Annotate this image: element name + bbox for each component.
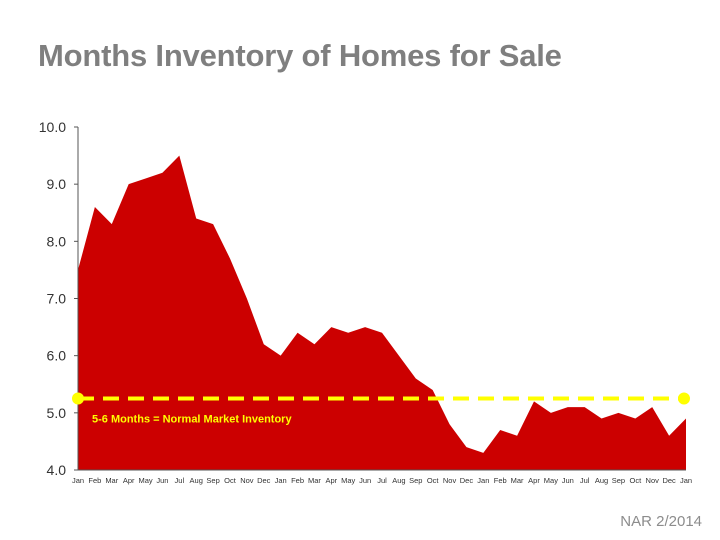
x-tick-label: Dec <box>662 476 676 485</box>
x-tick-label: Jan <box>72 476 84 485</box>
x-tick-label: Jun <box>156 476 168 485</box>
x-tick-label: Mar <box>511 476 524 485</box>
y-tick-label: 7.0 <box>47 291 67 307</box>
y-tick-label: 5.0 <box>47 405 67 421</box>
x-tick-label: Oct <box>629 476 642 485</box>
x-tick-label: Nov <box>240 476 254 485</box>
x-tick-label: Mar <box>105 476 118 485</box>
x-tick-label: Dec <box>257 476 271 485</box>
x-tick-label: Jun <box>359 476 371 485</box>
source-note: NAR 2/2014 <box>620 513 702 530</box>
x-tick-label: Jan <box>680 476 692 485</box>
y-tick-label: 6.0 <box>47 348 67 364</box>
x-tick-label: Nov <box>443 476 457 485</box>
chart-title: Months Inventory of Homes for Sale <box>38 38 562 73</box>
x-tick-label: May <box>544 476 558 485</box>
x-tick-label: May <box>341 476 355 485</box>
x-tick-label: Feb <box>291 476 304 485</box>
x-tick-label: Jan <box>477 476 489 485</box>
y-tick-label: 9.0 <box>47 176 67 192</box>
x-tick-label: Jul <box>377 476 387 485</box>
x-tick-label: Apr <box>528 476 540 485</box>
x-tick-label: Aug <box>190 476 203 485</box>
x-tick-label: Sep <box>612 476 625 485</box>
reference-end-dot <box>678 392 690 405</box>
y-tick-label: 8.0 <box>47 233 67 249</box>
x-tick-label: Feb <box>88 476 101 485</box>
x-tick-label: Oct <box>224 476 237 485</box>
inventory-area <box>78 155 686 470</box>
y-tick-label: 4.0 <box>47 462 67 478</box>
x-tick-label: Apr <box>123 476 135 485</box>
x-tick-label: Jan <box>275 476 287 485</box>
x-tick-label: Mar <box>308 476 321 485</box>
x-tick-label: Oct <box>427 476 440 485</box>
x-tick-label: Sep <box>409 476 422 485</box>
x-tick-label: Nov <box>646 476 660 485</box>
x-tick-label: Jul <box>580 476 590 485</box>
y-tick-label: 10.0 <box>39 119 66 135</box>
x-tick-label: Dec <box>460 476 474 485</box>
x-tick-label: Aug <box>392 476 405 485</box>
x-tick-label: Aug <box>595 476 608 485</box>
reference-line-label: 5-6 Months = Normal Market Inventory <box>92 414 292 426</box>
x-tick-label: Jun <box>562 476 574 485</box>
x-tick-label: Feb <box>494 476 507 485</box>
x-tick-label: Apr <box>325 476 337 485</box>
x-tick-label: May <box>138 476 152 485</box>
x-tick-label: Sep <box>206 476 219 485</box>
reference-start-dot <box>72 392 84 405</box>
x-tick-label: Jul <box>175 476 185 485</box>
